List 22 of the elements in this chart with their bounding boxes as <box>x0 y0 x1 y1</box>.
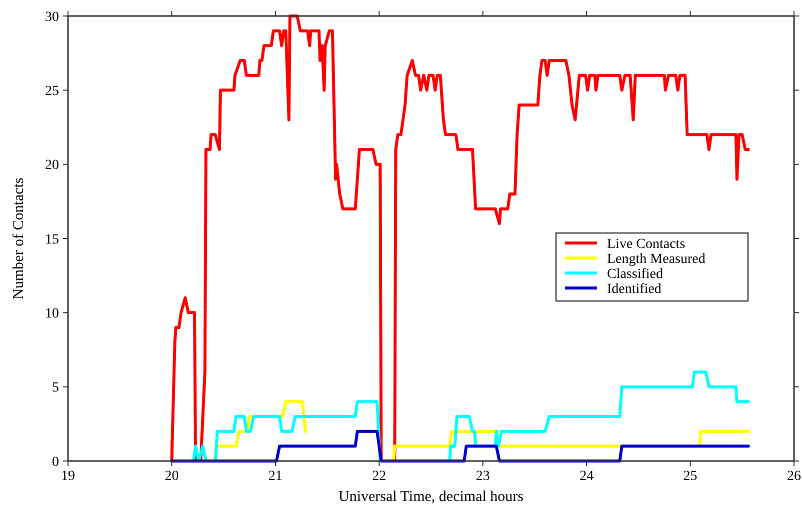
x-tick-label: 22 <box>372 469 386 484</box>
line-series <box>170 14 750 462</box>
y-tick-label: 5 <box>52 380 59 396</box>
y-tick-label: 0 <box>52 454 59 470</box>
legend-label: Length Measured <box>607 252 706 267</box>
y-axis-title: Number of Contacts <box>11 178 27 300</box>
x-tick-label: 23 <box>476 469 490 484</box>
legend-label: Identified <box>607 282 662 297</box>
y-tick-label: 30 <box>45 10 59 25</box>
x-tick-label: 24 <box>580 469 594 484</box>
x-tick-label: 20 <box>164 469 179 484</box>
x-tick-label: 21 <box>268 469 282 484</box>
y-tick-label: 20 <box>45 158 59 174</box>
x-axis-title: Universal Time, decimal hours <box>338 489 524 505</box>
y-tick-label: 25 <box>45 84 59 100</box>
x-tick-label: 25 <box>683 469 698 484</box>
x-tick-label: 19 <box>61 469 75 484</box>
y-tick-label: 15 <box>45 232 59 248</box>
legend-label: Classified <box>607 266 663 282</box>
y-tick-label: 10 <box>45 306 59 322</box>
x-tick-label: 26 <box>787 469 801 484</box>
legend-label: Live Contacts <box>607 236 686 252</box>
